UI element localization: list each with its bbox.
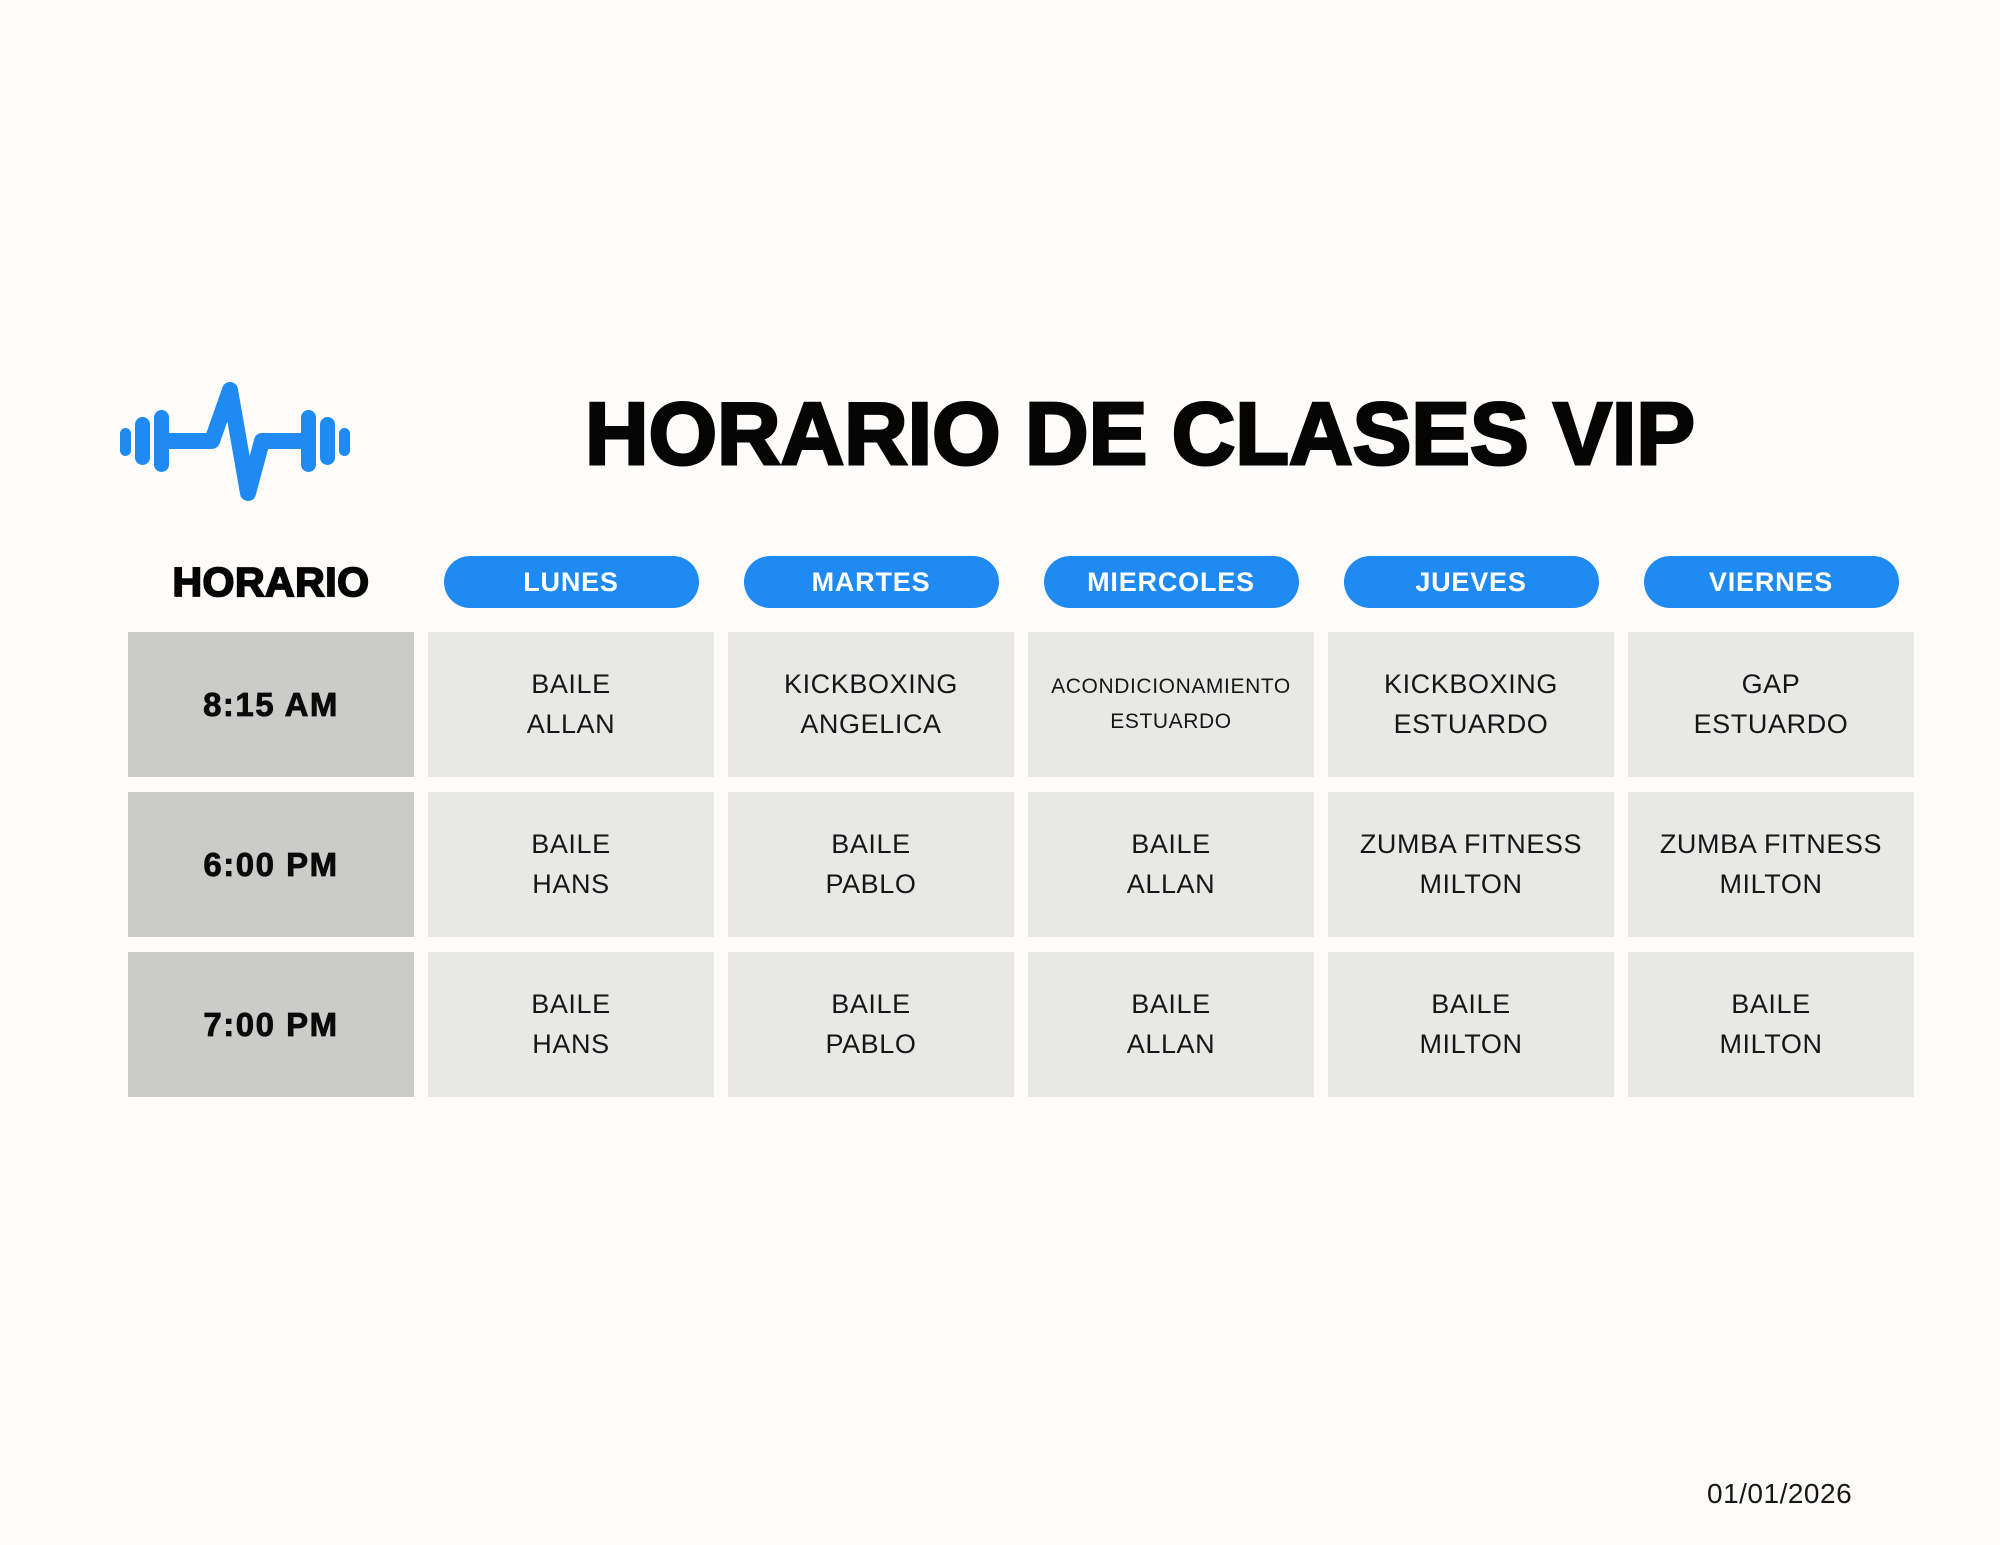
class-name: ZUMBA FITNESS <box>1359 829 1583 860</box>
schedule-row-815am: 8:15 AM BAILE ALLAN KICKBOXING ANGELICA … <box>128 632 1914 777</box>
class-name: ZUMBA FITNESS <box>1659 829 1883 860</box>
day-header-viernes: VIERNES <box>1643 556 1899 608</box>
dumbbell-pulse-icon <box>120 382 350 501</box>
instructor-name: MILTON <box>1719 1028 1823 1059</box>
class-cell: KICKBOXING ANGELICA <box>728 632 1014 777</box>
footer-date: 01/01/2026 <box>1707 1478 1853 1509</box>
time-cell: 7:00 PM <box>128 952 414 1097</box>
class-name: BAILE <box>531 669 611 700</box>
time-cell: 8:15 AM <box>128 632 414 777</box>
day-header-cell: JUEVES <box>1328 556 1614 608</box>
class-cell: BAILE MILTON <box>1328 952 1614 1097</box>
instructor-name: HANS <box>532 1028 610 1059</box>
instructor-name: ALLAN <box>1126 1028 1216 1059</box>
class-name: ACONDICIONAMIENTO <box>1051 674 1291 698</box>
class-cell: BAILE ALLAN <box>428 632 714 777</box>
table-header-row: HORARIO LUNES MARTES MIERCOLES JUEVES VI… <box>128 556 1914 608</box>
class-name: BAILE <box>531 989 611 1020</box>
class-cell: BAILE HANS <box>428 952 714 1097</box>
class-name: KICKBOXING <box>1383 669 1559 700</box>
instructor-name: MILTON <box>1719 868 1823 899</box>
day-header-cell: VIERNES <box>1628 556 1914 608</box>
class-name: BAILE <box>831 989 911 1020</box>
schedule-row-600pm: 6:00 PM BAILE HANS BAILE PABLO BAILE ALL… <box>128 792 1914 937</box>
day-header-cell: MARTES <box>728 556 1014 608</box>
class-name: BAILE <box>831 829 911 860</box>
instructor-name: PABLO <box>825 1028 917 1059</box>
instructor-name: HANS <box>532 868 610 899</box>
class-cell: BAILE ALLAN <box>1028 792 1314 937</box>
class-cell: GAP ESTUARDO <box>1628 632 1914 777</box>
class-cell: BAILE HANS <box>428 792 714 937</box>
class-cell: BAILE ALLAN <box>1028 952 1314 1097</box>
horario-column-header: HORARIO <box>172 558 370 606</box>
class-name: BAILE <box>1131 829 1211 860</box>
instructor-name: ALLAN <box>1126 868 1216 899</box>
class-cell: BAILE MILTON <box>1628 952 1914 1097</box>
instructor-name: ALLAN <box>526 708 616 739</box>
schedule-row-700pm: 7:00 PM BAILE HANS BAILE PABLO BAILE ALL… <box>128 952 1914 1097</box>
class-name: BAILE <box>531 829 611 860</box>
instructor-name: PABLO <box>825 868 917 899</box>
instructor-name: ANGELICA <box>800 708 942 739</box>
class-name: BAILE <box>1431 989 1511 1020</box>
class-name: BAILE <box>1731 989 1811 1020</box>
class-cell: BAILE PABLO <box>728 792 1014 937</box>
day-header-lunes: LUNES <box>443 556 699 608</box>
class-name: GAP <box>1741 669 1801 700</box>
day-header-jueves: JUEVES <box>1343 556 1599 608</box>
day-header-miercoles: MIERCOLES <box>1043 556 1299 608</box>
instructor-name: ESTUARDO <box>1693 708 1849 739</box>
class-cell: ZUMBA FITNESS MILTON <box>1628 792 1914 937</box>
class-cell: ACONDICIONAMIENTO ESTUARDO <box>1028 632 1314 777</box>
class-name: BAILE <box>1131 989 1211 1020</box>
day-header-cell: MIERCOLES <box>1028 556 1314 608</box>
class-cell: ZUMBA FITNESS MILTON <box>1328 792 1614 937</box>
time-cell: 6:00 PM <box>128 792 414 937</box>
class-name: KICKBOXING <box>783 669 959 700</box>
instructor-name: ESTUARDO <box>1110 709 1232 733</box>
class-cell: BAILE PABLO <box>728 952 1014 1097</box>
instructor-name: MILTON <box>1419 868 1523 899</box>
schedule-table: HORARIO LUNES MARTES MIERCOLES JUEVES VI… <box>128 556 1914 1112</box>
day-header-cell: LUNES <box>428 556 714 608</box>
instructor-name: MILTON <box>1419 1028 1523 1059</box>
page-title: HORARIO DE CLASES VIP <box>584 383 1697 485</box>
class-cell: KICKBOXING ESTUARDO <box>1328 632 1614 777</box>
instructor-name: ESTUARDO <box>1393 708 1549 739</box>
day-header-martes: MARTES <box>743 556 999 608</box>
